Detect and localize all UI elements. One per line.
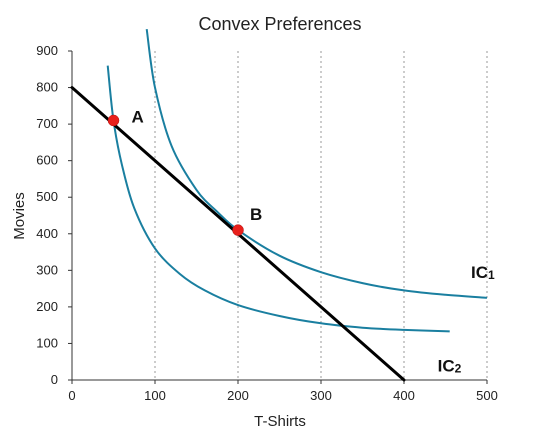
curve-label-main: IC <box>471 263 488 282</box>
y-tick-label-0: 0 <box>51 372 58 387</box>
x-axis-label: T-Shirts <box>254 413 306 430</box>
indifference-curve-1 <box>145 28 487 299</box>
chart-title: Convex Preferences <box>198 14 361 34</box>
y-tick-label-6: 600 <box>36 153 58 168</box>
x-tick-label-3: 300 <box>310 388 332 403</box>
curve-label-main: IC <box>438 356 455 375</box>
x-tick-label-5: 500 <box>476 388 498 403</box>
curve-label-ic1: IC1 <box>471 263 495 282</box>
point-b-marker <box>232 224 244 236</box>
curve-label-subscript: 2 <box>455 361 462 375</box>
y-tick-label-8: 800 <box>36 80 58 95</box>
indifference-curve-2 <box>106 65 450 333</box>
x-tick-label-2: 200 <box>227 388 249 403</box>
y-tick-label-3: 300 <box>36 262 58 277</box>
y-axis-label: Movies <box>11 192 28 240</box>
y-tick-label-4: 400 <box>36 226 58 241</box>
x-tick-label-0: 0 <box>68 388 75 403</box>
x-tick-label-4: 400 <box>393 388 415 403</box>
point-a-marker <box>107 114 120 127</box>
y-tick-label-7: 700 <box>36 116 58 131</box>
axes <box>68 50 488 384</box>
curve-label-ic2: IC2 <box>438 356 462 375</box>
y-tick-label-1: 100 <box>36 335 58 350</box>
x-tick-label-1: 100 <box>144 388 166 403</box>
tick-labels: 0 100 200 300 400 500 0 100 200 300 400 500 600 700 80… <box>36 43 498 403</box>
curve-label-subscript: 1 <box>488 268 495 282</box>
point-b-label: B <box>250 205 262 224</box>
y-tick-label-2: 200 <box>36 299 58 314</box>
y-tick-label-9: 900 <box>36 43 58 58</box>
point-a-label: A <box>132 107 144 126</box>
points: AB <box>107 107 262 236</box>
y-tick-label-5: 500 <box>36 189 58 204</box>
